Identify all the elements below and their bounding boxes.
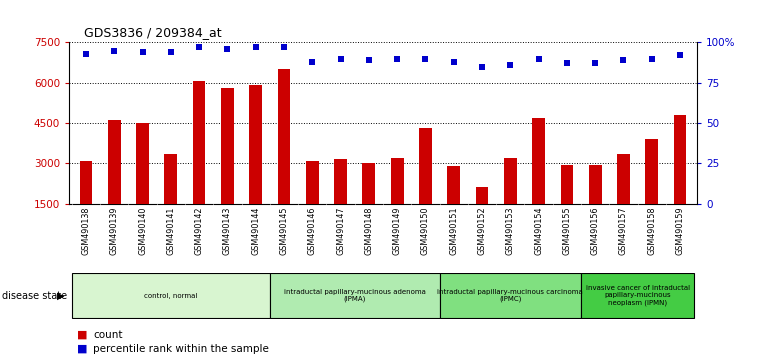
Text: GSM490157: GSM490157 (619, 206, 628, 255)
Text: intraductal papillary-mucinous carcinoma
(IPMC): intraductal papillary-mucinous carcinoma… (437, 289, 583, 302)
Point (617, 57, 630, 63)
Point (165, 49, 177, 55)
Text: GSM490139: GSM490139 (110, 206, 119, 255)
Bar (306, 161, 319, 204)
Text: GSM490150: GSM490150 (421, 206, 430, 255)
Text: ■: ■ (77, 344, 87, 354)
Bar (476, 188, 489, 204)
Text: GSM490152: GSM490152 (477, 206, 486, 255)
Bar (270, 273, 440, 318)
Point (136, 49, 149, 55)
Bar (674, 115, 686, 204)
Point (589, 61, 601, 66)
Point (193, 45, 205, 50)
Text: invasive cancer of intraductal
papillary-mucinous
neoplasm (IPMN): invasive cancer of intraductal papillary… (585, 285, 689, 306)
Bar (440, 273, 581, 318)
Bar (80, 161, 92, 204)
Point (80, 51, 92, 57)
Point (561, 61, 573, 66)
Text: GSM490156: GSM490156 (591, 206, 600, 255)
Point (221, 46, 234, 52)
Bar (646, 139, 658, 204)
Bar (589, 165, 601, 204)
Text: GSM490143: GSM490143 (223, 206, 232, 255)
Text: ▶: ▶ (57, 291, 64, 301)
Text: GSM490141: GSM490141 (166, 206, 175, 255)
Text: GSM490154: GSM490154 (534, 206, 543, 255)
Point (476, 64, 488, 69)
Text: GSM490158: GSM490158 (647, 206, 656, 255)
Text: GSM490151: GSM490151 (449, 206, 458, 255)
Text: GSM490149: GSM490149 (393, 206, 401, 255)
Bar (617, 154, 630, 204)
Bar (447, 166, 460, 204)
Point (532, 56, 545, 62)
Point (674, 52, 686, 58)
Point (363, 57, 375, 63)
Point (504, 62, 516, 68)
Text: GSM490155: GSM490155 (562, 206, 571, 255)
Point (419, 56, 431, 62)
Text: GSM490148: GSM490148 (365, 206, 373, 255)
Bar (193, 81, 205, 204)
Point (646, 56, 658, 62)
Text: GSM490147: GSM490147 (336, 206, 345, 255)
Text: GSM490140: GSM490140 (138, 206, 147, 255)
Bar (249, 85, 262, 204)
Point (447, 59, 460, 65)
Bar (72, 273, 270, 318)
Point (108, 48, 120, 53)
Bar (334, 159, 347, 204)
Point (335, 56, 347, 62)
Bar (532, 118, 545, 204)
Point (278, 45, 290, 50)
Point (391, 56, 403, 62)
Text: disease state: disease state (2, 291, 67, 301)
Text: GDS3836 / 209384_at: GDS3836 / 209384_at (84, 26, 222, 39)
Text: count: count (93, 330, 123, 339)
Bar (391, 158, 404, 204)
Bar (504, 158, 517, 204)
Bar (136, 123, 149, 204)
Text: GSM490145: GSM490145 (280, 206, 289, 255)
Text: GSM490153: GSM490153 (506, 206, 515, 255)
Text: GSM490138: GSM490138 (81, 206, 90, 255)
Bar (419, 129, 432, 204)
Bar (277, 69, 290, 204)
Bar (561, 165, 573, 204)
Text: intraductal papillary-mucinous adenoma
(IPMA): intraductal papillary-mucinous adenoma (… (283, 289, 426, 302)
Text: GSM490144: GSM490144 (251, 206, 260, 255)
Text: control, normal: control, normal (144, 293, 198, 298)
Text: GSM490146: GSM490146 (308, 206, 317, 255)
Bar (362, 163, 375, 204)
Text: GSM490142: GSM490142 (195, 206, 204, 255)
Text: ■: ■ (77, 330, 87, 339)
Text: percentile rank within the sample: percentile rank within the sample (93, 344, 270, 354)
Point (250, 45, 262, 50)
Bar (108, 120, 120, 204)
Text: GSM490159: GSM490159 (676, 206, 685, 255)
Bar (581, 273, 694, 318)
Point (306, 59, 319, 65)
Bar (165, 154, 177, 204)
Bar (221, 88, 234, 204)
